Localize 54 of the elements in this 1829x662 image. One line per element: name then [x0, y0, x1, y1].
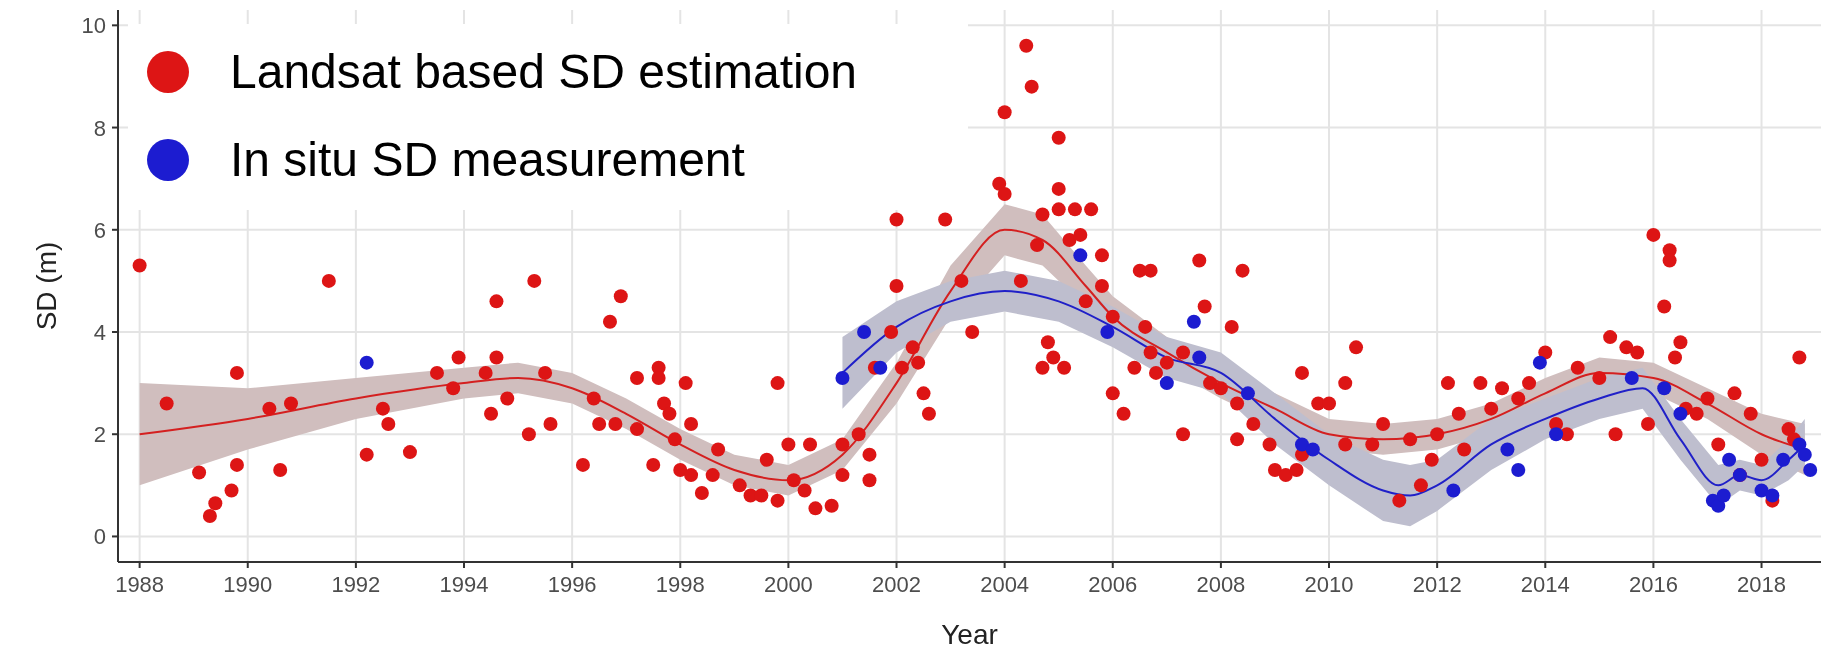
- x-axis-title: Year: [941, 619, 998, 650]
- x-tick-label: 2014: [1520, 572, 1570, 597]
- point: [857, 325, 872, 339]
- x-tick-label: 2016: [1628, 572, 1678, 597]
- point: [1803, 463, 1818, 477]
- x-tick-label: 2004: [980, 572, 1030, 597]
- point: [1549, 427, 1564, 442]
- x-tick-label: 2000: [763, 572, 813, 597]
- y-tick-label: 10: [81, 13, 106, 39]
- legend-label: In situ SD measurement: [230, 133, 745, 186]
- point: [1511, 463, 1526, 477]
- point: [1192, 350, 1207, 365]
- x-tick-label: 1988: [115, 572, 165, 597]
- point: [1159, 376, 1174, 391]
- point: [1722, 452, 1737, 467]
- x-tick-label: 2010: [1304, 572, 1354, 597]
- point: [1294, 437, 1309, 452]
- point: [1716, 488, 1731, 503]
- point: [1765, 488, 1780, 503]
- point: [1446, 483, 1461, 498]
- point: [1305, 442, 1320, 457]
- y-tick-label: 4: [93, 320, 106, 345]
- point: [1792, 437, 1807, 452]
- point: [1532, 355, 1547, 370]
- point: [1186, 314, 1201, 329]
- x-tick-label: 1990: [223, 572, 273, 597]
- point: [1754, 483, 1769, 498]
- point: [1073, 248, 1088, 263]
- x-tick-label: 1996: [547, 572, 597, 597]
- point: [835, 371, 850, 385]
- x-tick-label: 1992: [331, 572, 381, 597]
- y-axis-title: SD (m): [31, 241, 62, 331]
- x-tick-label: 2006: [1088, 572, 1138, 597]
- point: [1776, 452, 1791, 467]
- point: [359, 355, 374, 370]
- point: [1100, 325, 1115, 339]
- point: [873, 360, 888, 375]
- x-tick-label: 2012: [1412, 572, 1462, 597]
- point: [1240, 386, 1255, 401]
- x-tick-label: 1998: [655, 572, 705, 597]
- y-tick-label: 0: [93, 524, 106, 550]
- y-tick-label: 6: [93, 217, 106, 243]
- point: [1657, 381, 1672, 396]
- legend-label: Landsat based SD estimation: [230, 45, 858, 98]
- x-tick-label: 1994: [439, 572, 489, 597]
- x-tick-label: 2008: [1196, 572, 1246, 597]
- point: [1624, 371, 1639, 385]
- x-tick-label: 2018: [1737, 572, 1787, 597]
- y-tick-label: 2: [93, 422, 106, 448]
- y-tick-label: 8: [93, 115, 106, 141]
- x-tick-label: 2002: [872, 572, 921, 597]
- point: [1500, 442, 1515, 457]
- point: [1673, 406, 1688, 421]
- point: [1797, 447, 1812, 462]
